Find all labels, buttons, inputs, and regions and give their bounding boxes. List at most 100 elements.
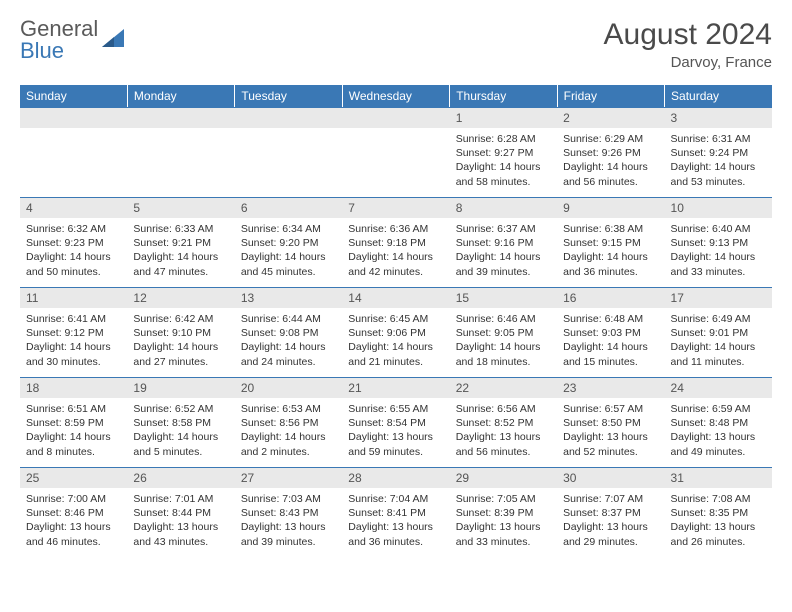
day-number: 23 bbox=[557, 377, 664, 398]
sunrise-label: Sunrise: bbox=[348, 313, 387, 325]
sunrise-label: Sunrise: bbox=[456, 313, 495, 325]
sunrise-label: Sunrise: bbox=[241, 403, 280, 415]
weekday-header: Sunday bbox=[20, 85, 127, 107]
day-number: 8 bbox=[450, 197, 557, 218]
day-number-empty bbox=[235, 107, 342, 128]
day-content: Sunrise: 6:46 AMSunset: 9:05 PMDaylight:… bbox=[450, 308, 557, 375]
calendar-cell: 8Sunrise: 6:37 AMSunset: 9:16 PMDaylight… bbox=[450, 197, 557, 287]
sunset-label: Sunset: bbox=[133, 507, 169, 519]
day-content: Sunrise: 6:29 AMSunset: 9:26 PMDaylight:… bbox=[557, 128, 664, 195]
sunset-value: 8:46 PM bbox=[65, 507, 104, 519]
day-number: 14 bbox=[342, 287, 449, 308]
sunrise-value: 6:52 AM bbox=[175, 403, 214, 415]
calendar-cell: 18Sunrise: 6:51 AMSunset: 8:59 PMDayligh… bbox=[20, 377, 127, 467]
day-content: Sunrise: 6:32 AMSunset: 9:23 PMDaylight:… bbox=[20, 218, 127, 285]
sunset-value: 8:48 PM bbox=[709, 417, 748, 429]
sunset-value: 8:35 PM bbox=[709, 507, 748, 519]
daylight-label: Daylight: bbox=[563, 251, 604, 263]
calendar-cell: 5Sunrise: 6:33 AMSunset: 9:21 PMDaylight… bbox=[127, 197, 234, 287]
day-content: Sunrise: 7:03 AMSunset: 8:43 PMDaylight:… bbox=[235, 488, 342, 555]
daylight-label: Daylight: bbox=[133, 521, 174, 533]
sunset-label: Sunset: bbox=[456, 237, 492, 249]
daylight-label: Daylight: bbox=[671, 251, 712, 263]
calendar-cell: 27Sunrise: 7:03 AMSunset: 8:43 PMDayligh… bbox=[235, 467, 342, 557]
daylight-label: Daylight: bbox=[456, 431, 497, 443]
sunrise-value: 6:49 AM bbox=[712, 313, 751, 325]
calendar-cell: 7Sunrise: 6:36 AMSunset: 9:18 PMDaylight… bbox=[342, 197, 449, 287]
sunset-value: 8:50 PM bbox=[602, 417, 641, 429]
sunset-value: 9:03 PM bbox=[602, 327, 641, 339]
sunset-label: Sunset: bbox=[348, 327, 384, 339]
daylight-label: Daylight: bbox=[133, 341, 174, 353]
day-content: Sunrise: 6:53 AMSunset: 8:56 PMDaylight:… bbox=[235, 398, 342, 465]
calendar-cell: 24Sunrise: 6:59 AMSunset: 8:48 PMDayligh… bbox=[665, 377, 772, 467]
day-number-empty bbox=[342, 107, 449, 128]
calendar-body: 1Sunrise: 6:28 AMSunset: 9:27 PMDaylight… bbox=[20, 107, 772, 557]
day-number: 11 bbox=[20, 287, 127, 308]
sunrise-label: Sunrise: bbox=[671, 223, 710, 235]
weekday-header: Monday bbox=[127, 85, 234, 107]
sunset-label: Sunset: bbox=[671, 147, 707, 159]
day-content: Sunrise: 6:45 AMSunset: 9:06 PMDaylight:… bbox=[342, 308, 449, 375]
sunrise-value: 6:57 AM bbox=[605, 403, 644, 415]
sunrise-label: Sunrise: bbox=[26, 493, 65, 505]
weekday-header: Friday bbox=[557, 85, 664, 107]
day-number: 18 bbox=[20, 377, 127, 398]
sunset-value: 9:20 PM bbox=[279, 237, 318, 249]
sunrise-value: 6:44 AM bbox=[282, 313, 321, 325]
day-number: 26 bbox=[127, 467, 234, 488]
day-number: 17 bbox=[665, 287, 772, 308]
calendar-cell: 26Sunrise: 7:01 AMSunset: 8:44 PMDayligh… bbox=[127, 467, 234, 557]
day-content: Sunrise: 6:57 AMSunset: 8:50 PMDaylight:… bbox=[557, 398, 664, 465]
sunrise-value: 6:28 AM bbox=[497, 133, 536, 145]
calendar-row: 25Sunrise: 7:00 AMSunset: 8:46 PMDayligh… bbox=[20, 467, 772, 557]
day-number-empty bbox=[127, 107, 234, 128]
sunset-label: Sunset: bbox=[26, 327, 62, 339]
day-content: Sunrise: 6:36 AMSunset: 9:18 PMDaylight:… bbox=[342, 218, 449, 285]
daylight-label: Daylight: bbox=[26, 251, 67, 263]
daylight-label: Daylight: bbox=[348, 251, 389, 263]
sunset-label: Sunset: bbox=[241, 507, 277, 519]
sunset-label: Sunset: bbox=[671, 417, 707, 429]
sunset-value: 9:27 PM bbox=[494, 147, 533, 159]
day-content: Sunrise: 6:49 AMSunset: 9:01 PMDaylight:… bbox=[665, 308, 772, 375]
sunset-value: 9:10 PM bbox=[172, 327, 211, 339]
day-content: Sunrise: 7:01 AMSunset: 8:44 PMDaylight:… bbox=[127, 488, 234, 555]
daylight-label: Daylight: bbox=[563, 341, 604, 353]
day-number: 25 bbox=[20, 467, 127, 488]
sunset-value: 8:56 PM bbox=[279, 417, 318, 429]
sunrise-value: 6:56 AM bbox=[497, 403, 536, 415]
day-number: 29 bbox=[450, 467, 557, 488]
calendar-cell: 14Sunrise: 6:45 AMSunset: 9:06 PMDayligh… bbox=[342, 287, 449, 377]
day-number: 5 bbox=[127, 197, 234, 218]
sunrise-value: 7:04 AM bbox=[390, 493, 429, 505]
day-content: Sunrise: 6:44 AMSunset: 9:08 PMDaylight:… bbox=[235, 308, 342, 375]
weekday-header: Saturday bbox=[665, 85, 772, 107]
sunrise-label: Sunrise: bbox=[563, 493, 602, 505]
page-title: August 2024 bbox=[604, 18, 772, 52]
sunrise-label: Sunrise: bbox=[26, 223, 65, 235]
sunrise-label: Sunrise: bbox=[241, 313, 280, 325]
sunset-value: 9:21 PM bbox=[172, 237, 211, 249]
day-content: Sunrise: 6:48 AMSunset: 9:03 PMDaylight:… bbox=[557, 308, 664, 375]
sunrise-label: Sunrise: bbox=[241, 493, 280, 505]
calendar-cell: 17Sunrise: 6:49 AMSunset: 9:01 PMDayligh… bbox=[665, 287, 772, 377]
sunset-label: Sunset: bbox=[456, 147, 492, 159]
sunrise-value: 6:59 AM bbox=[712, 403, 751, 415]
sunrise-label: Sunrise: bbox=[563, 133, 602, 145]
daylight-label: Daylight: bbox=[671, 341, 712, 353]
day-content: Sunrise: 6:41 AMSunset: 9:12 PMDaylight:… bbox=[20, 308, 127, 375]
sunset-label: Sunset: bbox=[26, 507, 62, 519]
day-content: Sunrise: 7:07 AMSunset: 8:37 PMDaylight:… bbox=[557, 488, 664, 555]
sunset-value: 9:18 PM bbox=[387, 237, 426, 249]
day-number: 21 bbox=[342, 377, 449, 398]
sunset-label: Sunset: bbox=[563, 237, 599, 249]
daylight-label: Daylight: bbox=[26, 341, 67, 353]
brand-text-blue: Blue bbox=[20, 38, 64, 63]
title-block: August 2024 Darvoy, France bbox=[604, 18, 772, 71]
calendar-cell: 23Sunrise: 6:57 AMSunset: 8:50 PMDayligh… bbox=[557, 377, 664, 467]
sunset-value: 9:23 PM bbox=[65, 237, 104, 249]
calendar-cell bbox=[235, 107, 342, 197]
daylight-label: Daylight: bbox=[26, 521, 67, 533]
brand-sail-icon bbox=[100, 27, 128, 49]
